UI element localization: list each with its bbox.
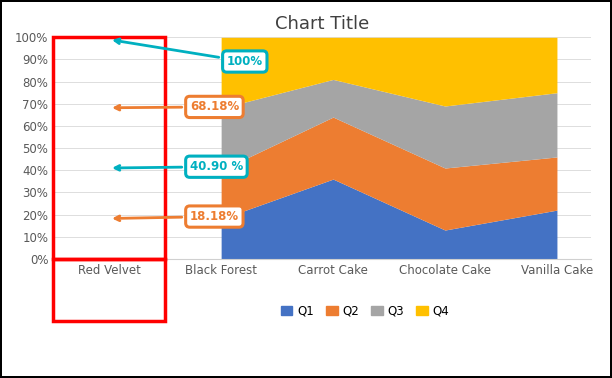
Bar [53, 37, 165, 259]
Legend: Q1, Q2, Q3, Q4: Q1, Q2, Q3, Q4 [276, 300, 453, 322]
Bar [53, 259, 165, 321]
Text: 40.90 %: 40.90 % [115, 160, 243, 173]
Text: 18.18%: 18.18% [115, 210, 239, 223]
Text: 68.18%: 68.18% [115, 101, 239, 113]
Title: Chart Title: Chart Title [275, 15, 369, 33]
Text: 100%: 100% [115, 39, 263, 68]
